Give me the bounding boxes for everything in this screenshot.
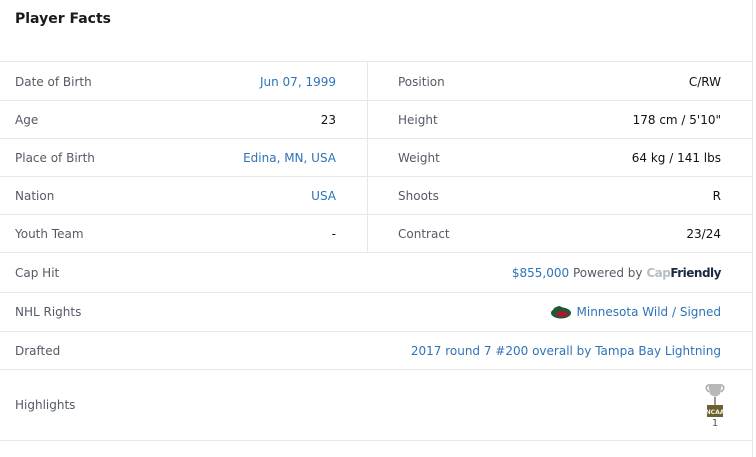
fact-value: 178 cm / 5'10" (632, 113, 721, 127)
nhl-rights-row: NHL Rights Minnesota Wild / Signed (0, 292, 752, 331)
fact-value[interactable]: Jun 07, 1999 (259, 74, 336, 89)
nhl-rights-value[interactable]: Minnesota Wild / Signed (576, 305, 721, 319)
fact-value: 64 kg / 141 lbs (631, 151, 721, 165)
fact-label: Youth Team (15, 227, 84, 241)
fact-label: Position (398, 74, 445, 89)
award-count: 1 (711, 417, 719, 429)
fact-label: Contract (398, 227, 450, 241)
fact-label: Place of Birth (15, 151, 95, 165)
powered-by-text: Powered by (572, 265, 643, 280)
fact-value: R (712, 189, 721, 203)
nhl-rights-label: NHL Rights (15, 305, 82, 319)
highlights-label: Highlights (15, 398, 76, 412)
drafted-label: Drafted (15, 343, 61, 358)
trophy-icon: NCAA (705, 383, 725, 417)
cap-hit-row: Cap Hit $855,000 Powered by CapFriendly (0, 252, 752, 292)
facts-row: Youth Team - Contract 23/24 (0, 214, 752, 253)
facts-row: Nation USA Shoots R (0, 176, 752, 215)
fact-label: Nation (15, 189, 55, 203)
facts-row: Date of Birth Jun 07, 1999 Position C/RW (0, 61, 752, 101)
capfriendly-logo[interactable]: CapFriendly (646, 265, 721, 280)
cap-hit-label: Cap Hit (15, 265, 60, 280)
fact-value: 23/24 (686, 227, 721, 241)
fact-value[interactable]: USA (311, 189, 336, 203)
facts-row: Age 23 Height 178 cm / 5'10" (0, 100, 752, 139)
facts-row: Place of Birth Edina, MN, USA Weight 64 kg … (0, 138, 752, 177)
fact-value: 23 (320, 113, 336, 127)
ncaa-trophy-award[interactable]: NCAA 1 (704, 382, 726, 429)
highlights-row: Highlights NCAA 1 (0, 369, 752, 441)
fact-value[interactable]: Edina, MN, USA (243, 151, 336, 165)
page-title: Player Facts (15, 11, 111, 27)
fact-label: Shoots (398, 189, 439, 203)
drafted-value[interactable]: 2017 round 7 #200 overall by Tampa Bay L… (410, 343, 721, 358)
fact-label: Age (15, 113, 39, 127)
fact-label: Date of Birth (15, 74, 92, 89)
fact-value: - (331, 227, 336, 241)
minnesota-wild-logo-icon (550, 305, 571, 319)
drafted-row: Drafted 2017 round 7 #200 overall by Tam… (0, 331, 752, 369)
svg-text:NCAA: NCAA (706, 409, 725, 416)
fact-label: Height (398, 113, 438, 127)
fact-label: Weight (398, 151, 440, 165)
fact-value: C/RW (688, 74, 721, 89)
cap-hit-value[interactable]: $855,000 (511, 265, 570, 280)
